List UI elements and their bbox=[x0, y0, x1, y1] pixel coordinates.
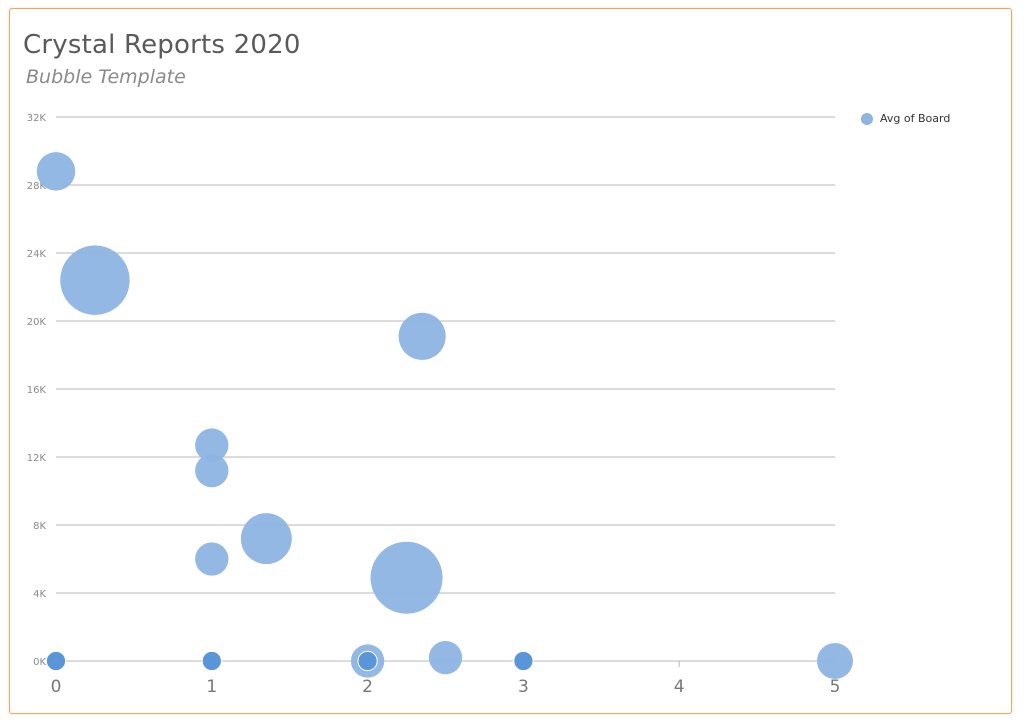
bubble[interactable] bbox=[370, 541, 443, 614]
chart-title: Crystal Reports 2020 bbox=[23, 30, 301, 60]
y-tick-label: 20K bbox=[27, 317, 47, 328]
x-tick-label: 5 bbox=[830, 677, 841, 697]
bubble[interactable] bbox=[36, 152, 76, 191]
chart-frame bbox=[9, 8, 1012, 714]
bubble[interactable] bbox=[240, 513, 292, 565]
bubble[interactable] bbox=[398, 312, 446, 360]
y-tick-label: 8K bbox=[33, 521, 46, 532]
x-tick-label: 1 bbox=[206, 677, 217, 697]
bubble[interactable] bbox=[817, 643, 853, 679]
legend-swatch bbox=[861, 112, 873, 125]
x-tick-label: 3 bbox=[518, 677, 529, 697]
chart-subtitle: Bubble Template bbox=[26, 66, 186, 88]
y-axis-ticks: 0K 4K 8K 12K 16K 20K 24K 28K 32K bbox=[27, 113, 47, 668]
bubble[interactable] bbox=[60, 245, 130, 315]
bubble[interactable] bbox=[195, 453, 229, 488]
y-tick-label: 16K bbox=[27, 385, 47, 396]
bubble[interactable] bbox=[195, 428, 229, 462]
y-tick-label: 0K bbox=[33, 657, 46, 668]
x-tick-label: 0 bbox=[51, 677, 62, 697]
y-tick-label: 32K bbox=[27, 113, 47, 124]
legend-label: Avg of Board bbox=[880, 112, 951, 125]
y-tick-label: 4K bbox=[33, 589, 46, 600]
x-tick-label: 4 bbox=[674, 677, 685, 697]
gridlines bbox=[56, 116, 835, 662]
bubble[interactable] bbox=[428, 640, 463, 675]
legend: Avg of Board bbox=[861, 112, 950, 125]
y-tick-label: 24K bbox=[27, 249, 47, 260]
bubble[interactable] bbox=[357, 650, 378, 672]
bubble[interactable] bbox=[195, 542, 229, 576]
bubble[interactable] bbox=[201, 650, 222, 672]
bubbles bbox=[36, 152, 853, 679]
bubble[interactable] bbox=[513, 650, 534, 672]
y-tick-label: 28K bbox=[27, 181, 47, 192]
x-tick-label: 2 bbox=[362, 677, 373, 697]
y-tick-label: 12K bbox=[27, 453, 47, 464]
bubble[interactable] bbox=[45, 650, 67, 672]
